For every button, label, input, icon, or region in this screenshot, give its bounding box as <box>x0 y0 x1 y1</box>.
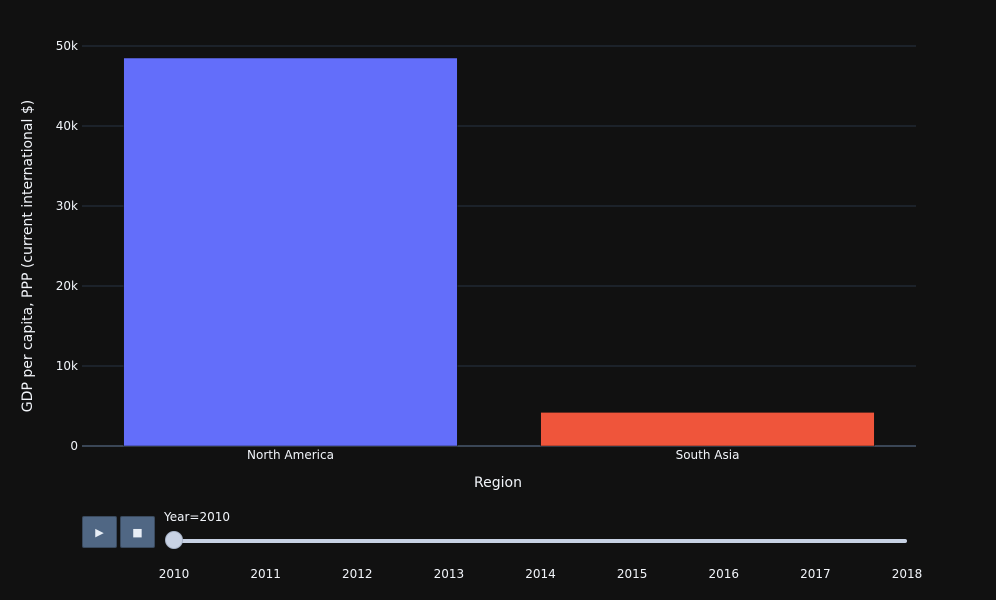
play-icon: ▶ <box>95 525 104 539</box>
y-tick-label: 30k <box>56 199 78 213</box>
slider-current-value: Year=2010 <box>164 510 230 524</box>
bar-south-asia <box>540 412 875 447</box>
x-tick-label: North America <box>247 448 334 462</box>
slider-step-label[interactable]: 2011 <box>250 567 281 581</box>
y-tick-label: 50k <box>56 39 78 53</box>
x-axis-title: Region <box>474 475 522 491</box>
slider-track[interactable] <box>174 539 907 543</box>
slider-step-label[interactable]: 2017 <box>800 567 831 581</box>
stop-icon: ■ <box>132 525 143 539</box>
slider-step-label[interactable]: 2010 <box>158 567 190 581</box>
y-tick-label: 20k <box>56 279 78 293</box>
stop-button[interactable]: ■ <box>120 516 155 548</box>
play-button[interactable]: ▶ <box>82 516 117 548</box>
slider-handle[interactable] <box>165 531 183 549</box>
y-tick-label: 40k <box>56 119 78 133</box>
y-tick-label: 0 <box>70 439 78 453</box>
slider-step-label[interactable]: 2013 <box>433 567 465 581</box>
slider-step-label[interactable]: 2015 <box>616 567 648 581</box>
slider-step-label[interactable]: 2018 <box>891 567 923 581</box>
y-tick-labels: 0 10k 20k 30k 40k 50k <box>56 39 78 453</box>
bar-north-america <box>123 57 458 447</box>
slider-step-label[interactable]: 2016 <box>708 567 740 581</box>
slider-step-label[interactable]: 2014 <box>525 567 556 581</box>
y-tick-label: 10k <box>56 359 78 373</box>
y-axis-title: GDP per capita, PPP (current internation… <box>20 100 36 412</box>
bars <box>123 57 875 447</box>
x-tick-labels: North America South Asia <box>247 448 739 462</box>
x-tick-label: South Asia <box>676 448 740 462</box>
slider-step-label[interactable]: 2012 <box>341 567 373 581</box>
